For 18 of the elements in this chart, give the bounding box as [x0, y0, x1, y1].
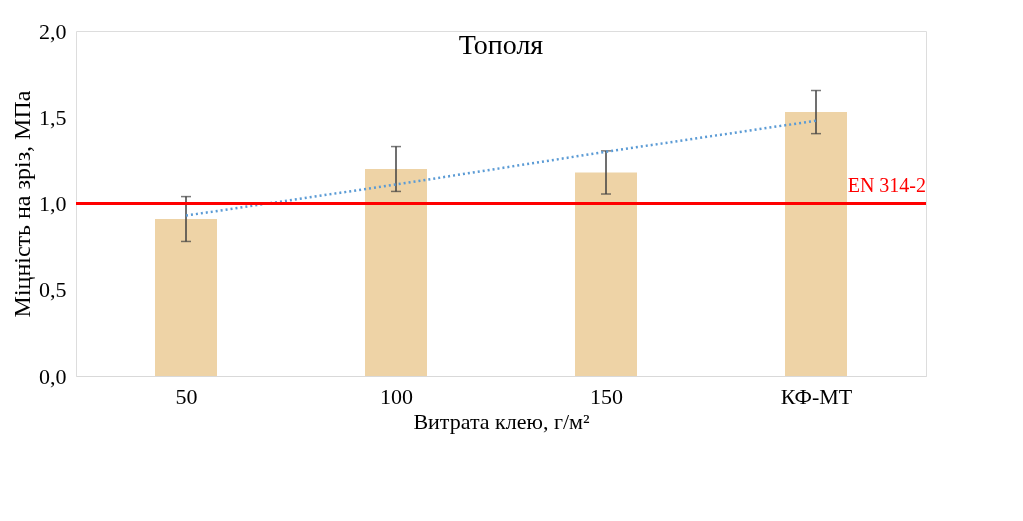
bar — [155, 219, 217, 376]
x-axis-title: Витрата клею, г/м² — [413, 408, 590, 434]
y-tick-label: 1,5 — [39, 104, 67, 130]
bar — [785, 112, 847, 376]
x-tick-label: 50 — [175, 383, 198, 409]
bar — [365, 169, 427, 376]
ref-line-label: EN 314-2 — [847, 173, 926, 196]
line-series — [184, 119, 818, 217]
chart-title: Тополя — [458, 29, 544, 60]
y-tick-label: 0,0 — [39, 363, 67, 389]
x-tick-label: КФ-МТ — [780, 383, 853, 409]
y-tick-label: 2,0 — [39, 18, 67, 44]
x-tick-label: 150 — [590, 383, 623, 409]
bar — [575, 172, 637, 376]
y-axis-title: Міцність на зріз, МПа — [9, 90, 35, 318]
y-tick-label: 1,0 — [39, 191, 67, 216]
y-tick-label: 0,5 — [39, 277, 67, 303]
x-tick-label: 100 — [380, 383, 413, 409]
